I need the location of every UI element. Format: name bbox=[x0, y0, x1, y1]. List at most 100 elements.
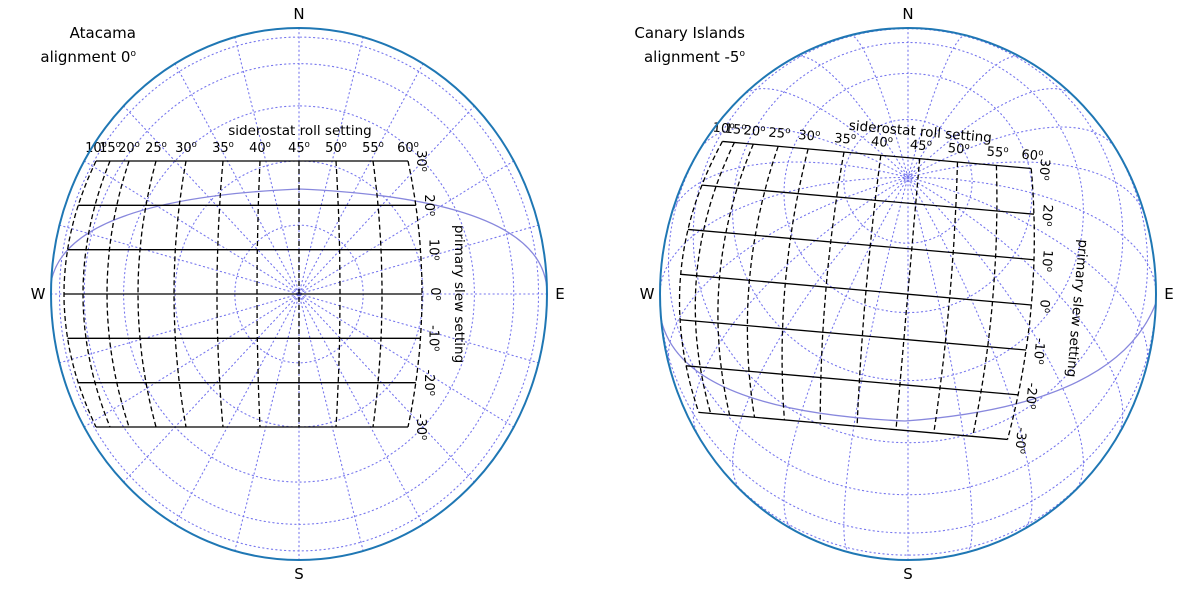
alignment-text: alignment 0 bbox=[40, 48, 130, 66]
roll-column-line bbox=[372, 160, 383, 428]
graticule-meridian bbox=[692, 176, 909, 436]
slew-tick-value: 10 bbox=[425, 239, 440, 256]
roll-tick-value: 40 bbox=[249, 141, 266, 156]
graticule-meridian bbox=[907, 126, 1117, 178]
sky-graticule bbox=[660, 28, 1156, 560]
slew-tick-value: -30 bbox=[1012, 427, 1029, 449]
west-label: W bbox=[640, 285, 655, 303]
roll-tick-value: 30 bbox=[175, 141, 192, 156]
slew-tick-value: 0 bbox=[1036, 299, 1052, 309]
slew-tick-label: 10o bbox=[1038, 249, 1056, 272]
roll-tick-label: 15o bbox=[99, 140, 121, 156]
graticule-meridian bbox=[298, 293, 364, 552]
graticule-meridian bbox=[849, 34, 909, 178]
slew-tick-value: 30 bbox=[413, 150, 428, 167]
alignment-label: alignment 0o bbox=[40, 48, 136, 66]
degree-mark: o bbox=[785, 126, 791, 136]
degree-mark: o bbox=[192, 140, 197, 150]
roll-tick-label: 50o bbox=[325, 140, 347, 156]
graticule-meridian bbox=[234, 36, 300, 295]
roll-tick-label: 55o bbox=[986, 143, 1009, 161]
slew-tick-label: 30o bbox=[413, 150, 429, 172]
roll-tick-value: 40 bbox=[870, 134, 888, 150]
slew-tick-value: -20 bbox=[421, 369, 436, 390]
degree-mark: o bbox=[135, 140, 140, 150]
graticule-meridian bbox=[907, 176, 1124, 436]
graticule-meridian bbox=[783, 176, 909, 531]
slew-tick-value: 0 bbox=[427, 287, 442, 295]
celestial-equator-curve bbox=[660, 299, 1156, 422]
graticule-meridian bbox=[907, 176, 973, 553]
sky-graticule bbox=[51, 28, 547, 560]
roll-axis-label: siderostat roll setting bbox=[228, 123, 371, 139]
graticule-meridian bbox=[298, 293, 475, 483]
degree-mark: o bbox=[1041, 175, 1051, 181]
degree-mark: o bbox=[431, 255, 441, 260]
degree-mark: o bbox=[887, 135, 893, 145]
slew-tick-value: -30 bbox=[413, 414, 428, 435]
roll-tick-value: 20 bbox=[743, 123, 761, 139]
degree-mark: o bbox=[116, 140, 121, 150]
roll-column-line bbox=[216, 160, 224, 428]
site-title: Canary Islands bbox=[634, 24, 745, 42]
degree-mark: o bbox=[305, 140, 310, 150]
roll-tick-value: 25 bbox=[145, 141, 162, 156]
roll-tick-value: 55 bbox=[362, 141, 379, 156]
roll-tick-value: 15 bbox=[724, 122, 742, 138]
slew-tick-value: 30 bbox=[1036, 158, 1052, 176]
slew-row-line bbox=[686, 365, 1019, 396]
slew-tick-value: -10 bbox=[1030, 337, 1047, 359]
roll-tick-value: 35 bbox=[834, 131, 852, 147]
roll-column-line bbox=[694, 142, 735, 414]
roll-tick-label: 35o bbox=[212, 140, 234, 156]
slew-row-line bbox=[687, 228, 1035, 261]
degree-mark: o bbox=[1017, 448, 1027, 454]
graticule-parallel bbox=[667, 140, 1149, 496]
roll-tick-label: 40o bbox=[870, 133, 893, 151]
graticule-parallel bbox=[174, 160, 424, 428]
roll-column-line bbox=[972, 165, 998, 437]
degree-mark: o bbox=[162, 140, 167, 150]
slew-tick-label: 0o bbox=[427, 287, 443, 300]
graticule-parallel bbox=[708, 452, 1108, 556]
slew-row-line bbox=[701, 184, 1034, 215]
degree-mark: o bbox=[419, 167, 429, 172]
roll-tick-label: 60o bbox=[1021, 147, 1044, 165]
slew-row-line bbox=[679, 319, 1027, 351]
graticule-meridian bbox=[667, 176, 909, 369]
roll-tick-label: 40o bbox=[249, 140, 271, 156]
degree-mark: o bbox=[1044, 221, 1054, 227]
slew-tick-label: 10o bbox=[425, 239, 441, 261]
graticule-meridian bbox=[174, 63, 300, 295]
graticule-meridian bbox=[907, 88, 1074, 178]
roll-tick-value: 15 bbox=[99, 141, 116, 156]
roll-tick-value: 60 bbox=[397, 141, 414, 156]
south-label: S bbox=[903, 565, 913, 583]
graticule-meridian bbox=[794, 55, 909, 178]
roll-tick-value: 50 bbox=[325, 141, 342, 156]
degree-mark: o bbox=[729, 121, 735, 131]
slew-tick-label: 20o bbox=[421, 194, 437, 216]
roll-tick-value: 30 bbox=[798, 128, 816, 144]
degree-mark: o bbox=[433, 296, 443, 301]
graticule-meridian bbox=[234, 293, 300, 552]
degree-mark: o bbox=[414, 140, 419, 150]
roll-tick-label: 15o bbox=[724, 121, 747, 139]
slew-axis-label: primary slew setting bbox=[1063, 239, 1091, 378]
degree-mark: o bbox=[379, 140, 384, 150]
roll-tick-label: 45o bbox=[288, 140, 310, 156]
slew-row-line bbox=[680, 273, 1032, 306]
slew-tick-label: -30o bbox=[1011, 427, 1029, 455]
roll-tick-label: 25o bbox=[768, 124, 791, 142]
roll-tick-label: 55o bbox=[362, 140, 384, 156]
degree-mark: o bbox=[1042, 308, 1052, 314]
sky-outline bbox=[659, 27, 1157, 561]
sky-outline bbox=[50, 27, 548, 561]
degree-mark: o bbox=[851, 132, 857, 142]
graticule-meridian bbox=[907, 34, 967, 178]
roll-column-line bbox=[895, 158, 921, 430]
degree-mark: o bbox=[760, 124, 766, 134]
roll-tick-value: 60 bbox=[1021, 148, 1039, 164]
